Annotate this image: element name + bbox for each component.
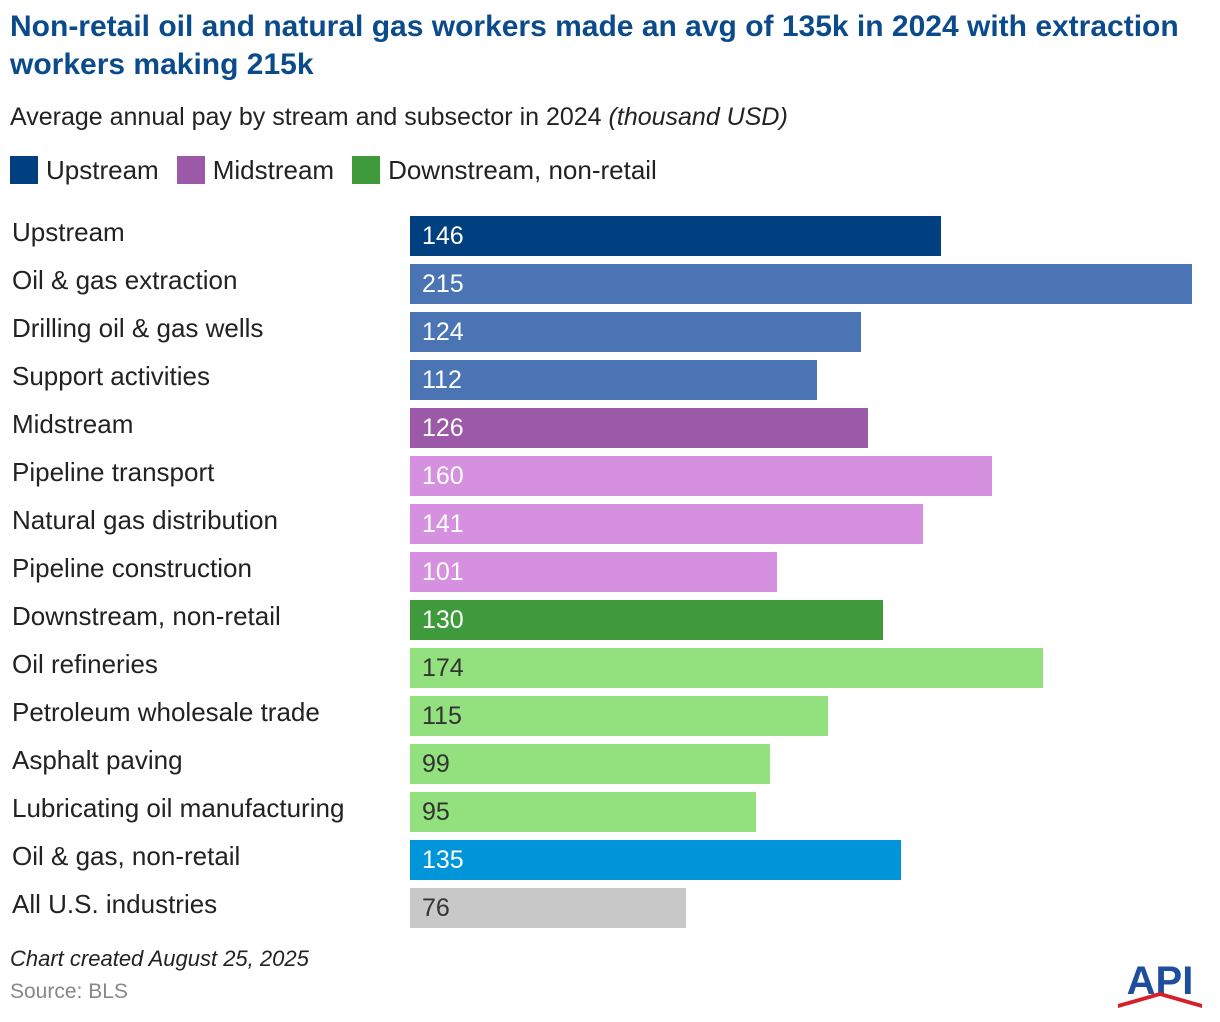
data-label-lubricating-oil-manufacturing: 95 xyxy=(422,798,450,826)
bar-upstream: 146 xyxy=(410,216,941,256)
data-label-natural-gas-distribution: 141 xyxy=(422,510,464,538)
bar-midstream: 126 xyxy=(410,408,868,448)
legend-item-upstream: Upstream xyxy=(10,155,159,186)
category-label-oil-gas-non-retail: Oil & gas, non-retail xyxy=(12,841,241,871)
category-label-oil-gas-extraction: Oil & gas extraction xyxy=(12,265,238,295)
legend-swatch-downstream xyxy=(352,156,381,184)
bar-petroleum-wholesale-trade: 115 xyxy=(410,696,828,736)
category-label-natural-gas-distribution: Natural gas distribution xyxy=(12,505,278,535)
bar-row-upstream: Upstream 146 xyxy=(0,208,1220,256)
category-label-drilling-oil-gas-wells: Drilling oil & gas wells xyxy=(12,313,264,343)
legend-item-downstream: Downstream, non-retail xyxy=(352,155,657,186)
data-label-pipeline-transport: 160 xyxy=(422,462,464,490)
category-label-support-activities: Support activities xyxy=(12,361,210,391)
category-label-downstream-non-retail: Downstream, non-retail xyxy=(12,601,281,631)
bar-oil-gas-extraction: 215 xyxy=(410,264,1192,304)
category-label-all-u-s-industries: All U.S. industries xyxy=(12,889,218,919)
api-logo-text: API xyxy=(1127,959,1194,1003)
category-label-petroleum-wholesale-trade: Petroleum wholesale trade xyxy=(12,697,320,727)
bar-oil-gas-non-retail: 135 xyxy=(410,840,901,880)
bar-support-activities: 112 xyxy=(410,360,817,400)
data-label-pipeline-construction: 101 xyxy=(422,558,464,586)
legend-label-midstream: Midstream xyxy=(212,154,335,185)
category-label-midstream: Midstream xyxy=(12,409,134,439)
data-label-support-activities: 112 xyxy=(422,366,462,394)
subtitle-text: Average annual pay by stream and subsect… xyxy=(10,103,602,131)
category-label-upstream: Upstream xyxy=(12,217,125,247)
category-label-pipeline-transport: Pipeline transport xyxy=(12,457,215,487)
bar-row-petroleum-wholesale-trade: Petroleum wholesale trade 115 xyxy=(0,688,1220,736)
data-label-asphalt-paving: 99 xyxy=(422,750,450,778)
bar-asphalt-paving: 99 xyxy=(410,744,770,784)
bar-row-pipeline-transport: Pipeline transport 160 xyxy=(0,448,1220,496)
bar-row-midstream: Midstream 126 xyxy=(0,400,1220,448)
data-label-drilling-oil-gas-wells: 124 xyxy=(422,318,464,346)
bar-row-natural-gas-distribution: Natural gas distribution 141 xyxy=(0,496,1220,544)
legend-item-midstream: Midstream xyxy=(176,154,335,186)
data-label-downstream-non-retail: 130 xyxy=(422,606,464,634)
data-label-petroleum-wholesale-trade: 115 xyxy=(422,702,462,730)
legend-label-downstream: Downstream, non-retail xyxy=(388,154,657,185)
data-label-oil-gas-non-retail: 135 xyxy=(422,846,464,874)
chart-source: Source: BLS xyxy=(10,980,128,1003)
bar-row-drilling-oil-gas-wells: Drilling oil & gas wells 124 xyxy=(0,304,1220,352)
category-label-asphalt-paving: Asphalt paving xyxy=(12,745,183,775)
bar-row-downstream-non-retail: Downstream, non-retail 130 xyxy=(0,592,1220,640)
bar-row-oil-refineries: Oil refineries 174 xyxy=(0,640,1220,688)
bar-oil-refineries: 174 xyxy=(410,648,1043,688)
legend: Upstream Midstream Downstream, non-retai… xyxy=(10,152,675,188)
category-label-oil-refineries: Oil refineries xyxy=(12,649,158,679)
bar-row-oil-gas-extraction: Oil & gas extraction 215 xyxy=(0,256,1220,304)
bar-downstream-non-retail: 130 xyxy=(410,600,883,640)
category-label-pipeline-construction: Pipeline construction xyxy=(12,553,252,583)
bar-pipeline-transport: 160 xyxy=(410,456,992,496)
bar-lubricating-oil-manufacturing: 95 xyxy=(410,792,756,832)
data-label-oil-gas-extraction: 215 xyxy=(422,270,464,298)
data-label-midstream: 126 xyxy=(422,414,464,442)
bar-row-pipeline-construction: Pipeline construction 101 xyxy=(0,544,1220,592)
bar-row-asphalt-paving: Asphalt paving 99 xyxy=(0,736,1220,784)
chart-footnote: Chart created August 25, 2025 xyxy=(10,946,309,971)
bar-natural-gas-distribution: 141 xyxy=(410,504,923,544)
legend-swatch-upstream xyxy=(10,156,38,184)
data-label-upstream: 146 xyxy=(422,222,464,250)
legend-swatch-midstream xyxy=(176,156,205,184)
api-logo-swoosh xyxy=(1118,992,1202,1008)
bar-all-u-s-industries: 76 xyxy=(410,888,686,928)
bar-row-oil-gas-non-retail: Oil & gas, non-retail 135 xyxy=(0,832,1220,880)
chart-subtitle: Average annual pay by stream and subsect… xyxy=(10,100,788,134)
subtitle-unit: (thousand USD) xyxy=(608,103,788,131)
bar-row-support-activities: Support activities 112 xyxy=(0,352,1220,400)
bar-chart: Upstream 146 Oil & gas extraction 215 Drilli… xyxy=(0,208,1220,938)
category-label-lubricating-oil-manufacturing: Lubricating oil manufacturing xyxy=(12,793,345,823)
data-label-oil-refineries: 174 xyxy=(422,654,464,682)
bar-row-all-u-s-industries: All U.S. industries 76 xyxy=(0,880,1220,928)
bar-pipeline-construction: 101 xyxy=(410,552,777,592)
legend-label-upstream: Upstream xyxy=(46,154,159,185)
data-label-all-u-s-industries: 76 xyxy=(422,894,450,922)
bar-row-lubricating-oil-manufacturing: Lubricating oil manufacturing 95 xyxy=(0,784,1220,832)
api-logo: API xyxy=(1118,959,1202,1008)
chart-title: Non-retail oil and natural gas workers m… xyxy=(10,10,1179,81)
bar-drilling-oil-gas-wells: 124 xyxy=(410,312,861,352)
